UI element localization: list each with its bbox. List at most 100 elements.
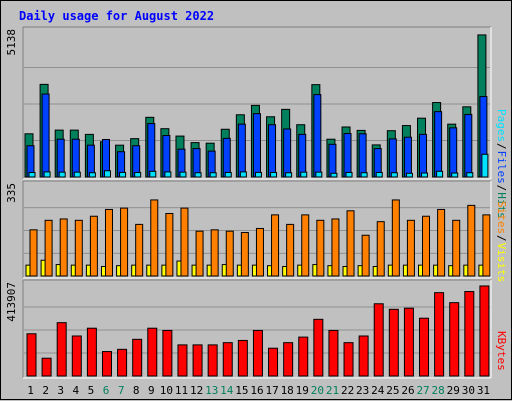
sites-bar xyxy=(44,219,53,277)
pages-bar xyxy=(88,172,96,178)
sites-bar xyxy=(391,199,400,277)
files-bar xyxy=(449,127,458,178)
sites-bar xyxy=(180,207,189,277)
x-tick-label: 26 xyxy=(401,384,414,397)
x-tick-label: 1 xyxy=(27,384,34,397)
kbytes-bar xyxy=(419,317,430,377)
sites-bar xyxy=(29,229,38,277)
files-bar xyxy=(268,124,277,178)
x-tick-label: 15 xyxy=(235,384,248,397)
sites-bar xyxy=(89,215,98,277)
files-bar xyxy=(86,144,95,178)
files-bar xyxy=(147,123,156,178)
kbytes-bar xyxy=(283,342,294,377)
files-bar xyxy=(313,94,322,178)
kbytes-bar xyxy=(177,344,188,377)
pages-bar xyxy=(149,170,157,178)
x-tick-label: 7 xyxy=(118,384,125,397)
sites-bar xyxy=(165,213,174,277)
files-bar xyxy=(237,123,246,178)
y-max-label-kbytes: 413907 xyxy=(5,282,18,322)
x-tick-label: 23 xyxy=(356,384,369,397)
x-tick-label: 25 xyxy=(386,384,399,397)
sites-bar xyxy=(467,204,476,277)
files-bar xyxy=(222,137,231,178)
kbytes-bar xyxy=(358,335,369,377)
sites-bar xyxy=(135,223,144,277)
pages-bar xyxy=(421,172,429,178)
x-tick-label: 11 xyxy=(175,384,188,397)
kbytes-bar xyxy=(162,329,173,377)
kbytes-bar xyxy=(403,307,414,377)
x-tick-label: 3 xyxy=(57,384,64,397)
files-bar xyxy=(298,133,307,178)
kbytes-bar xyxy=(252,329,263,377)
kbytes-bar xyxy=(388,308,399,377)
sites-bar xyxy=(74,219,83,277)
sites-bar xyxy=(195,230,204,277)
pages-bar xyxy=(134,171,142,178)
x-tick-label: 12 xyxy=(190,384,203,397)
x-tick-label: 30 xyxy=(462,384,475,397)
sites-bar xyxy=(240,232,249,277)
x-tick-label: 9 xyxy=(148,384,155,397)
x-tick-label: 27 xyxy=(416,384,429,397)
pages-bar xyxy=(436,170,444,178)
files-bar xyxy=(56,138,65,178)
kbytes-bar xyxy=(328,329,339,377)
x-tick-label: 22 xyxy=(341,384,354,397)
pages-bar xyxy=(73,171,81,178)
kbytes-bar xyxy=(434,292,445,377)
files-bar xyxy=(41,93,50,178)
x-tick-label: 20 xyxy=(311,384,324,397)
pages-bar xyxy=(28,171,36,178)
kbytes-bar xyxy=(479,285,490,377)
sites-bar xyxy=(210,229,219,277)
kbytes-bar xyxy=(56,322,67,377)
sites-bar xyxy=(406,219,415,277)
x-tick-label: 29 xyxy=(447,384,460,397)
pages-bar xyxy=(330,172,338,178)
legend-visits-1: / xyxy=(495,235,508,242)
kbytes-bar xyxy=(298,336,309,377)
pages-bar xyxy=(164,171,172,178)
x-tick-label: 2 xyxy=(42,384,49,397)
kbytes-bar xyxy=(26,333,37,377)
sites-bar xyxy=(437,208,446,277)
kbytes-bar xyxy=(313,318,324,377)
legend-hits-3: / xyxy=(495,185,508,192)
kbytes-bar xyxy=(117,348,128,377)
x-tick-label: 28 xyxy=(432,384,445,397)
x-tick-label: 21 xyxy=(326,384,339,397)
files-bar xyxy=(403,136,412,178)
sites-bar xyxy=(271,214,280,277)
files-bar xyxy=(343,133,352,178)
kbytes-bar xyxy=(207,344,218,377)
sites-bar xyxy=(376,221,385,277)
y-max-label-visits: 335 xyxy=(5,183,18,203)
legend-hits-0: Pages xyxy=(495,109,508,142)
kbytes-bar xyxy=(147,327,158,377)
kbytes-bar xyxy=(86,327,97,377)
files-bar xyxy=(434,111,443,178)
legend-hits-1: / xyxy=(495,143,508,150)
pages-bar xyxy=(119,171,127,178)
legend-hits-4: Hits xyxy=(495,192,508,219)
files-bar xyxy=(464,113,473,178)
files-bar xyxy=(71,138,80,178)
pages-bar xyxy=(254,171,262,178)
x-tick-label: 19 xyxy=(296,384,309,397)
pages-bar xyxy=(209,172,217,178)
x-tick-label: 13 xyxy=(205,384,218,397)
pages-bar xyxy=(224,171,232,178)
pages-bar xyxy=(451,172,459,178)
kbytes-bar xyxy=(464,291,475,377)
sites-bar xyxy=(331,218,340,277)
pages-bar xyxy=(58,171,66,178)
kbytes-bar xyxy=(41,357,52,377)
sites-bar xyxy=(150,199,159,277)
kbytes-bar xyxy=(71,335,82,377)
x-tick-label: 31 xyxy=(477,384,490,397)
